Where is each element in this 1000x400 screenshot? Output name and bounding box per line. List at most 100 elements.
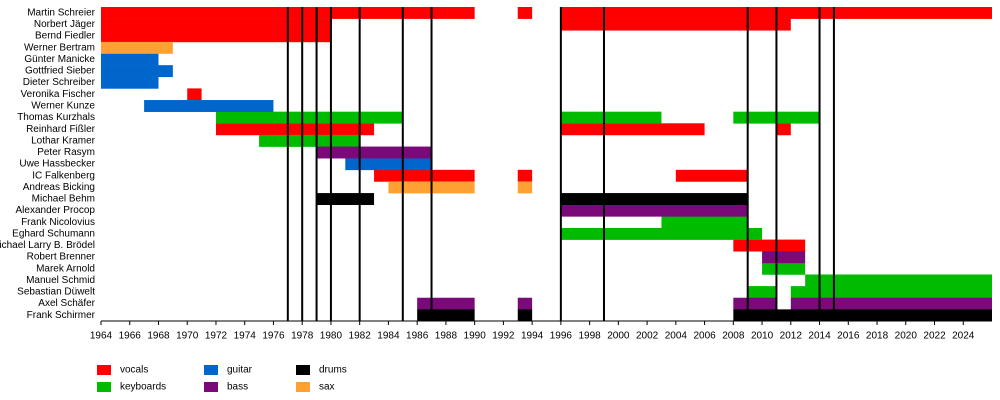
member-label: Eghard Schumann	[12, 228, 95, 239]
x-tick-label: 1986	[406, 331, 429, 342]
x-tick-label: 1974	[234, 331, 257, 342]
x-tick-label: 1992	[492, 331, 515, 342]
period-bar	[345, 158, 432, 171]
legend-swatch	[296, 365, 310, 375]
x-tick-label: 1970	[176, 331, 199, 342]
period-bar	[101, 76, 159, 89]
x-tick-label: 1990	[464, 331, 487, 342]
member-label: Michael Behm	[32, 194, 95, 205]
period-bar	[101, 18, 331, 31]
period-bar	[675, 169, 748, 182]
period-bar	[733, 239, 806, 252]
period-bar	[417, 309, 475, 322]
member-label: Reinhard Fißler	[26, 124, 96, 135]
legend-label: keyboards	[120, 382, 166, 393]
member-label: Marek Arnold	[36, 263, 95, 274]
member-label: Werner Bertram	[24, 42, 95, 53]
period-bar	[776, 123, 791, 136]
legend-swatch	[296, 382, 310, 392]
period-bar	[805, 274, 992, 287]
member-label: Thomas Kurzhals	[17, 112, 95, 123]
x-tick-label: 1988	[435, 331, 458, 342]
period-bar	[560, 123, 705, 136]
member-label: Bernd Fiedler	[35, 31, 96, 42]
member-label: Andreas Bicking	[23, 182, 95, 193]
member-label: Veronika Fischer	[21, 89, 96, 100]
period-bar	[417, 297, 475, 310]
member-label: Frank Schirmer	[27, 310, 96, 321]
x-tick-label: 1976	[262, 331, 285, 342]
member-label: Frank Nicolovius	[21, 217, 95, 228]
period-bar	[316, 193, 375, 206]
legend-label: sax	[319, 382, 335, 393]
x-tick-label: 2022	[923, 331, 946, 342]
member-label: Günter Manicke	[24, 54, 95, 65]
member-label: Manuel Schmid	[26, 275, 95, 286]
member-label: Lothar Kramer	[31, 135, 96, 146]
member-label: Axel Schäfer	[38, 298, 95, 309]
member-label: IC Falkenberg	[32, 170, 95, 181]
member-label: Robert Brenner	[27, 252, 96, 263]
member-label: Sebastian Düwelt	[17, 287, 95, 298]
x-tick-label: 1968	[147, 331, 170, 342]
x-tick-label: 1980	[320, 331, 343, 342]
period-bar	[790, 286, 992, 299]
period-bar	[747, 286, 777, 299]
member-label: Peter Rasym	[37, 147, 95, 158]
x-tick-label: 1982	[349, 331, 372, 342]
period-bar	[215, 123, 375, 136]
legend-label: guitar	[227, 365, 253, 376]
member-label: Martin Schreier	[27, 7, 95, 18]
period-bar	[215, 111, 403, 124]
period-bar	[790, 297, 992, 310]
member-label: Alexander Procop	[16, 205, 96, 216]
x-tick-label: 2018	[866, 331, 889, 342]
x-tick-label: 2002	[636, 331, 659, 342]
x-tick-label: 2020	[895, 331, 918, 342]
period-bar	[101, 30, 331, 43]
x-tick-label: 1998	[578, 331, 601, 342]
legend-label: drums	[319, 365, 347, 376]
period-bar	[560, 204, 748, 217]
period-bar	[144, 100, 274, 112]
period-bar	[374, 169, 475, 182]
period-bar	[517, 181, 533, 194]
x-tick-label: 2000	[607, 331, 630, 342]
period-bar	[560, 18, 791, 31]
period-bar	[762, 262, 806, 275]
x-tick-label: 2016	[837, 331, 860, 342]
period-bar	[517, 169, 533, 182]
legend-label: vocals	[120, 365, 148, 376]
legend-swatch	[97, 382, 111, 392]
member-label: Norbert Jäger	[34, 19, 96, 30]
x-tick-label: 1984	[377, 331, 400, 342]
member-label: Werner Kunze	[31, 100, 95, 111]
member-label: Uwe Hassbecker	[19, 159, 95, 170]
x-tick-label: 1972	[205, 331, 228, 342]
member-label: Gottfried Sieber	[25, 66, 96, 77]
period-bar	[733, 297, 777, 310]
legend-label: bass	[227, 382, 248, 393]
x-tick-label: 2012	[780, 331, 803, 342]
x-tick-label: 2010	[751, 331, 774, 342]
x-tick-label: 1978	[291, 331, 314, 342]
x-tick-label: 1966	[119, 331, 142, 342]
member-label: Michael Larry B. Brödel	[0, 240, 95, 251]
x-tick-label: 1964	[90, 331, 113, 342]
period-bar	[517, 297, 533, 310]
period-bar	[560, 227, 763, 240]
period-bar	[101, 41, 173, 54]
legend-swatch	[204, 382, 218, 392]
member-label: Dieter Schreiber	[23, 77, 96, 88]
x-tick-label: 1996	[550, 331, 573, 342]
period-bar	[517, 309, 533, 322]
period-bar	[101, 53, 159, 66]
period-bar	[560, 193, 748, 206]
period-bar	[560, 111, 662, 124]
period-bar	[661, 216, 748, 229]
period-bar	[187, 88, 202, 101]
period-bar	[316, 146, 432, 159]
period-bar	[517, 7, 533, 19]
legend-swatch	[97, 365, 111, 375]
